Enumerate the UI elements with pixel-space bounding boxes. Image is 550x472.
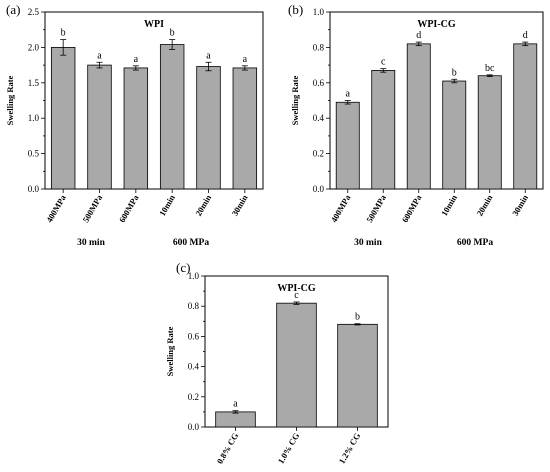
significance-letter: a xyxy=(233,399,238,410)
y-tick-label: 0.0 xyxy=(28,184,40,194)
chart-title: WPI-CG xyxy=(277,283,316,294)
x-tick-label: 10min xyxy=(439,193,459,218)
y-tick-label: 0.6 xyxy=(313,78,325,88)
bar xyxy=(196,66,221,190)
bar xyxy=(442,80,467,190)
significance-letter: b xyxy=(452,67,457,78)
y-tick-label: 0.8 xyxy=(188,301,200,311)
y-tick-label: 0.4 xyxy=(188,362,200,372)
plot-frame-1 xyxy=(329,11,544,190)
y-tick-label: 0.5 xyxy=(28,149,40,159)
y-tick-label: 0.0 xyxy=(313,184,325,194)
y-tick-label: 2.5 xyxy=(28,7,40,17)
significance-letter: bc xyxy=(485,63,495,74)
y-tick-label: 1.0 xyxy=(188,271,200,281)
bar xyxy=(159,44,185,190)
x-tick-label: 500MPa xyxy=(364,192,388,224)
x-tick-label: 0.8% CG xyxy=(215,431,241,466)
bar xyxy=(335,101,360,190)
y-axis-label: Swelling Rate xyxy=(5,75,15,125)
bar xyxy=(406,43,431,190)
bar xyxy=(215,411,256,428)
y-tick-label: 1.5 xyxy=(28,78,40,88)
bar xyxy=(337,323,378,428)
y-tick-label: 1.0 xyxy=(28,113,40,123)
group-label: 600 MPa xyxy=(173,238,209,248)
group-label: 600 MPa xyxy=(457,238,493,248)
y-tick-label: 0.0 xyxy=(188,422,200,432)
chart-title: WPI-CG xyxy=(417,19,456,30)
bar xyxy=(513,43,538,190)
y-tick-label: 0.6 xyxy=(188,331,200,341)
x-tick-label: 400MPa xyxy=(329,192,353,224)
bar xyxy=(276,302,317,428)
x-tick-label: 30min xyxy=(230,193,250,218)
bar xyxy=(477,75,502,190)
x-tick-label: 10min xyxy=(157,193,177,218)
y-tick-label: 0.8 xyxy=(313,42,325,52)
panel-label: (a) xyxy=(6,2,20,17)
significance-letter: a xyxy=(346,89,351,100)
y-axis-label: Swelling Rate xyxy=(290,75,300,125)
x-tick-label: 500MPa xyxy=(80,192,104,224)
significance-letter: c xyxy=(294,290,299,301)
x-tick-label: 1.0% CG xyxy=(276,431,302,466)
x-tick-label: 20min xyxy=(193,193,213,218)
x-tick-label: 600MPa xyxy=(400,192,424,224)
y-axis-label: Swelling Rate xyxy=(165,326,175,376)
x-tick-label: 400MPa xyxy=(44,192,68,224)
panel-label: (b) xyxy=(288,2,303,17)
bar xyxy=(232,67,258,190)
significance-letter: a xyxy=(134,54,139,65)
significance-letter: b xyxy=(170,28,175,39)
significance-letter: b xyxy=(355,312,360,323)
significance-letter: d xyxy=(416,30,421,41)
significance-letter: d xyxy=(523,30,528,41)
chart-title: WPI xyxy=(144,19,164,30)
y-tick-label: 0.2 xyxy=(313,149,324,159)
x-tick-label: 20min xyxy=(474,193,494,218)
x-tick-label: 600MPa xyxy=(117,192,141,224)
group-label: 30 min xyxy=(77,238,105,248)
significance-letter: c xyxy=(381,57,386,68)
group-label: 30 min xyxy=(354,238,382,248)
bar xyxy=(50,47,76,190)
bar xyxy=(87,64,112,190)
plot-frame-0 xyxy=(44,11,264,190)
bar xyxy=(371,70,396,190)
x-tick-label: 30min xyxy=(510,193,530,218)
significance-letter: a xyxy=(206,50,211,61)
y-tick-label: 0.4 xyxy=(313,113,325,123)
significance-letter: a xyxy=(97,50,102,61)
bar xyxy=(123,67,149,190)
y-tick-label: 1.0 xyxy=(313,7,325,17)
y-tick-label: 2.0 xyxy=(28,42,40,52)
significance-letter: a xyxy=(243,54,248,65)
x-tick-label: 1.2% CG xyxy=(337,431,363,466)
y-tick-label: 0.2 xyxy=(188,392,199,402)
panel-label: (c) xyxy=(176,260,190,275)
significance-letter: b xyxy=(61,28,66,39)
